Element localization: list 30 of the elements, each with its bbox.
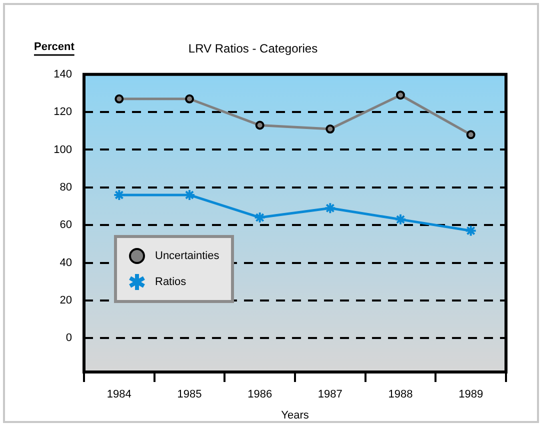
y-tick-label: 0 (66, 332, 72, 344)
point (396, 90, 405, 100)
x-tick-label: 1984 (106, 388, 132, 401)
point (255, 120, 264, 130)
x-axis-title: Years (281, 409, 310, 422)
y-tick-label: 140 (54, 68, 72, 80)
y-axis-title: Percent (34, 41, 75, 53)
x-tick-label: 1989 (458, 388, 484, 401)
x-tick-label: 1985 (177, 388, 202, 401)
y-tick-label: 120 (54, 106, 72, 118)
point (114, 94, 124, 104)
point (324, 202, 336, 214)
y-tick-label: 40 (60, 256, 72, 269)
point (326, 124, 335, 134)
y-tick-label: 60 (60, 219, 72, 232)
point (185, 94, 194, 104)
point (466, 130, 476, 140)
y-tick-label: 80 (60, 181, 72, 194)
y-tick-label: 20 (60, 294, 72, 306)
y-tick-label: 100 (54, 144, 72, 156)
point (184, 188, 196, 201)
x-tick-label: 1988 (388, 388, 413, 401)
point (254, 212, 266, 224)
x-tick-label: 1987 (318, 388, 342, 401)
legend-label: Uncertainties (155, 250, 220, 262)
chart-title: LRV Ratios - Categories (188, 42, 318, 56)
legend-label: Ratios (155, 276, 186, 288)
point (464, 224, 477, 237)
point (394, 213, 406, 226)
x-tick-label: 1986 (248, 388, 272, 401)
